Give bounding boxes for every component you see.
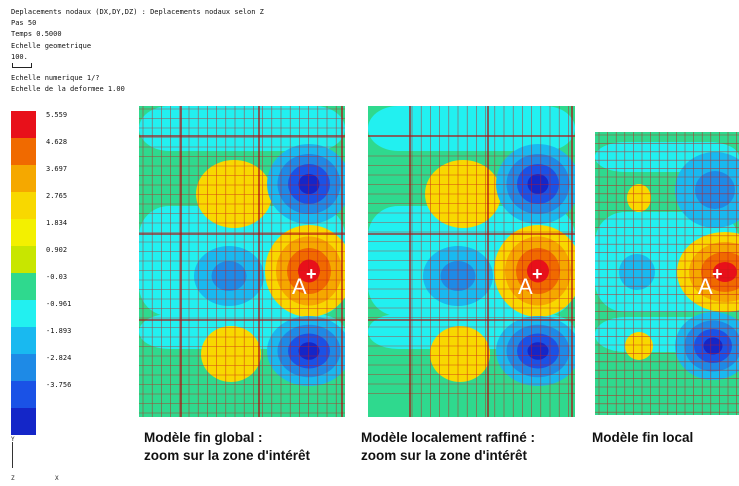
legend-tick-label: -1.893 bbox=[46, 327, 72, 335]
mesh-grid-major bbox=[139, 106, 345, 417]
mesh-grid-major bbox=[368, 106, 575, 417]
legend-color-band bbox=[11, 300, 36, 327]
legend-color-band bbox=[11, 192, 36, 219]
scale-bar bbox=[12, 63, 32, 68]
legend-color-band bbox=[11, 111, 36, 138]
contour-plot: A + bbox=[139, 106, 345, 417]
legend-color-band bbox=[11, 273, 36, 300]
negative-region bbox=[527, 342, 549, 360]
caption-global-line1: Modèle fin global : bbox=[144, 430, 263, 445]
panel-locally-refined-model: A + bbox=[368, 106, 575, 417]
step-label: Pas 50 bbox=[11, 19, 37, 27]
positive-region bbox=[201, 326, 261, 382]
point-a-crosshair: + bbox=[532, 264, 543, 284]
point-a-crosshair: + bbox=[712, 264, 723, 284]
caption-refined-line2: zoom sur la zone d'intérêt bbox=[361, 448, 527, 463]
point-a-label: A bbox=[292, 274, 307, 299]
negative-region bbox=[695, 171, 735, 209]
point-a-label: A bbox=[518, 274, 533, 299]
legend-tick-label: 1.834 bbox=[46, 219, 68, 227]
legend-color-band bbox=[11, 408, 36, 435]
axis-x-label: X bbox=[55, 475, 59, 482]
legend-color-band bbox=[11, 219, 36, 246]
legend-tick-label: 3.697 bbox=[46, 165, 68, 173]
negative-region bbox=[298, 174, 320, 194]
caption-local-line1: Modèle fin local bbox=[592, 430, 694, 445]
cyan-band bbox=[139, 106, 345, 151]
positive-region bbox=[627, 184, 651, 212]
panel-global-fine-model: A + bbox=[139, 106, 345, 417]
point-a-crosshair: + bbox=[306, 264, 317, 284]
negative-region bbox=[527, 174, 549, 194]
mesh-grid bbox=[595, 132, 739, 415]
plot-title: Deplacements nodaux (DX,DY,DZ) : Deplace… bbox=[11, 8, 264, 16]
contour-plot: A + bbox=[595, 132, 739, 415]
mesh-grid bbox=[368, 106, 575, 417]
negative-region bbox=[211, 261, 247, 291]
axis-vertical-line bbox=[12, 442, 13, 468]
numeric-scale-label: Echelle numerique 1/? bbox=[11, 74, 100, 82]
legend-tick-label: 0.902 bbox=[46, 246, 68, 254]
positive-region bbox=[713, 262, 737, 282]
positive-region bbox=[430, 326, 490, 382]
negative-region bbox=[703, 337, 723, 355]
geometric-scale-value: 100. bbox=[11, 53, 28, 61]
legend-color-band bbox=[11, 381, 36, 408]
positive-region bbox=[625, 332, 653, 360]
positive-region bbox=[298, 259, 320, 283]
legend-tick-label: 5.559 bbox=[46, 111, 68, 119]
legend-color-band bbox=[11, 165, 36, 192]
legend-tick-label: -3.756 bbox=[46, 381, 72, 389]
point-a-label: A bbox=[698, 274, 713, 299]
caption-refined-line1: Modèle localement raffiné : bbox=[361, 430, 536, 445]
positive-region bbox=[196, 160, 272, 228]
legend-color-band bbox=[11, 246, 36, 273]
axis-y-label: Y bbox=[11, 436, 15, 443]
legend-color-band bbox=[11, 354, 36, 381]
legend-tick-label: -2.824 bbox=[46, 354, 72, 362]
axis-z-label: Z bbox=[11, 475, 15, 482]
contour-plot: A + bbox=[368, 106, 575, 417]
negative-region bbox=[619, 254, 655, 290]
legend-tick-label: -0.03 bbox=[46, 273, 68, 281]
legend-tick-label: 4.628 bbox=[46, 138, 68, 146]
legend-tick-label: -0.961 bbox=[46, 300, 72, 308]
legend-tick-label: 2.765 bbox=[46, 192, 68, 200]
positive-region bbox=[527, 259, 549, 283]
legend-color-band bbox=[11, 138, 36, 165]
negative-region bbox=[298, 342, 320, 360]
caption-global-line2: zoom sur la zone d'intérêt bbox=[144, 448, 310, 463]
cyan-band bbox=[368, 106, 575, 151]
geometric-scale-label: Echelle geometrique bbox=[11, 42, 92, 50]
legend-color-band bbox=[11, 327, 36, 354]
panel-local-fine-model: A + bbox=[595, 132, 739, 415]
deformed-scale-label: Echelle de la deformee 1.00 bbox=[11, 85, 125, 93]
mesh-grid bbox=[139, 106, 345, 417]
time-label: Temps 0.5000 bbox=[11, 30, 62, 38]
